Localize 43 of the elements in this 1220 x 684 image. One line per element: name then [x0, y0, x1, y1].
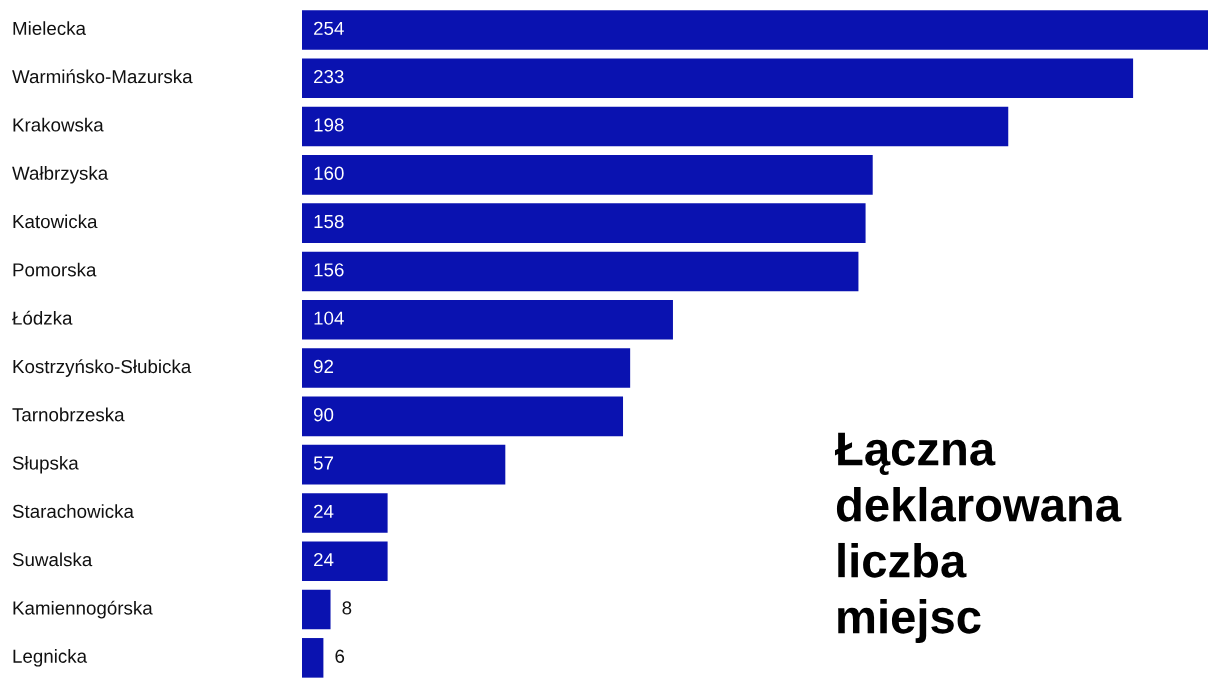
bar [302, 58, 1134, 99]
y-tick-label: Katowicka [13, 214, 98, 229]
bar [302, 444, 506, 485]
y-tick-label: Krakowska [13, 117, 104, 132]
y-tick-label: Kostrzyńsko-Słubicka [13, 359, 192, 377]
bar [302, 106, 1009, 147]
data-label: 24 [314, 553, 334, 567]
y-tick-label: Suwalska [12, 552, 93, 567]
data-label: 156 [314, 263, 344, 277]
data-label: 233 [314, 70, 344, 84]
y-tick-label: Wałbrzyska [12, 166, 109, 184]
bar [302, 299, 673, 340]
bar [302, 589, 331, 630]
y-tick-label: Starachowicka [12, 504, 134, 518]
data-label: 57 [313, 456, 334, 470]
bar [302, 493, 388, 533]
y-tick-label: Kamiennogórska [13, 600, 153, 619]
data-label: 90 [313, 408, 334, 422]
text: Łączna deklarowana liczba miejsc [835, 432, 1122, 643]
y-tick-label: Tarnobrzeska [12, 407, 125, 422]
bar [302, 203, 866, 243]
y-tick-label: Słupska [12, 455, 79, 474]
data-label: 104 [314, 311, 344, 325]
data-label: 160 [314, 166, 344, 180]
data-label: 6 [335, 649, 345, 663]
bar [302, 348, 631, 388]
y-tick-label: Mielecka [13, 21, 86, 35]
y-tick-label: Łódzka [12, 310, 73, 325]
y-tick-label: Legnicka [13, 649, 88, 667]
data-label: 8 [342, 601, 352, 615]
bar [302, 155, 873, 195]
data-label: 254 [314, 21, 344, 35]
data-label: 158 [314, 214, 344, 229]
data-label: 92 [313, 359, 334, 374]
bar [302, 251, 859, 292]
y-tick-label: Warmińsko-Mazurska [12, 69, 193, 84]
bar [302, 396, 624, 437]
bar [302, 10, 1208, 50]
data-label: 24 [314, 504, 334, 518]
data-label: 198 [314, 118, 344, 132]
bar [302, 638, 324, 678]
y-tick-label: Pomorska [13, 262, 97, 277]
bar [302, 541, 388, 582]
